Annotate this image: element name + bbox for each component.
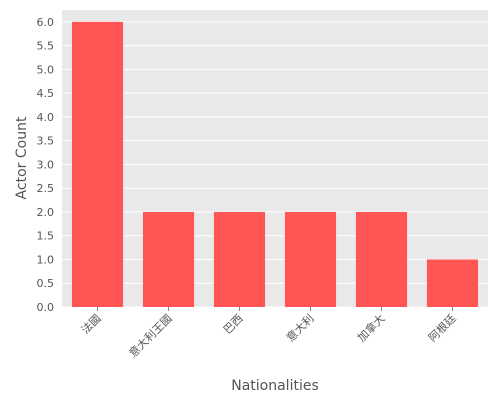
x-tick-label: 意大利 bbox=[283, 311, 316, 344]
y-tick-label: 5.0 bbox=[37, 63, 55, 76]
bars bbox=[71, 21, 479, 307]
y-tick-label: 3.5 bbox=[37, 135, 55, 148]
bar bbox=[355, 211, 408, 307]
y-tick-label: 5.5 bbox=[37, 40, 55, 53]
y-tick-label: 4.0 bbox=[37, 111, 55, 124]
y-tick-label: 2.0 bbox=[37, 206, 55, 219]
y-tick-label: 1.5 bbox=[37, 230, 55, 243]
y-tick-label: 4.5 bbox=[37, 87, 55, 100]
plot-area bbox=[62, 10, 488, 307]
y-tick-label: 1.0 bbox=[37, 253, 55, 266]
y-tick-label: 0.5 bbox=[37, 277, 55, 290]
bar bbox=[142, 211, 195, 307]
y-tick-label: 2.5 bbox=[37, 182, 55, 195]
y-tick-label: 0.0 bbox=[37, 301, 55, 314]
y-tick-label: 6.0 bbox=[37, 16, 55, 29]
bar bbox=[213, 211, 266, 307]
y-axis-title: Actor Count bbox=[14, 116, 30, 199]
bar bbox=[71, 21, 124, 307]
bar bbox=[284, 211, 337, 307]
x-tick-label: 法國 bbox=[78, 311, 103, 336]
y-tick-label: 3.0 bbox=[37, 158, 55, 171]
y-axis-ticks: 0.0 0.5 1.0 1.5 2.0 2.5 3.0 3.5 4.0 4.5 5.0 5.5 6.0 bbox=[37, 16, 55, 314]
x-tick-label: 阿根廷 bbox=[425, 311, 458, 344]
x-tick-label: 巴西 bbox=[221, 312, 246, 337]
x-axis-title: Nationalities bbox=[231, 378, 319, 394]
bar bbox=[426, 259, 479, 307]
x-tick-label: 意大利王國 bbox=[126, 311, 175, 360]
grid-lines bbox=[62, 21, 488, 308]
x-axis-ticks: 法國 意大利王國 巴西 意大利 加拿大 阿根廷 bbox=[78, 307, 459, 360]
x-tick-label: 加拿大 bbox=[354, 311, 387, 344]
